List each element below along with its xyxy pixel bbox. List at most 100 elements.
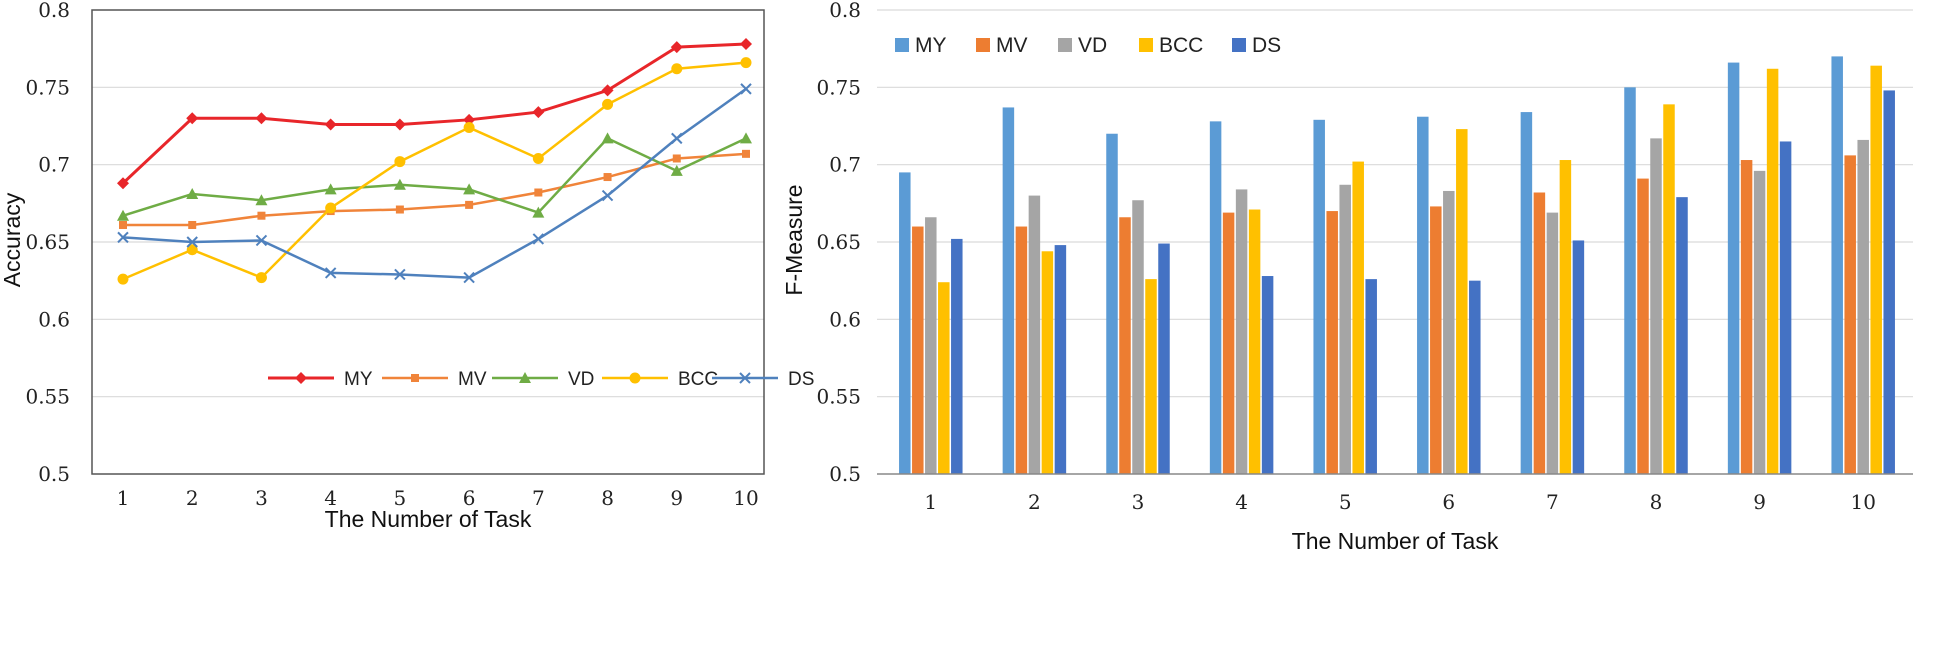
left-x-tick-label: 3 — [255, 486, 268, 510]
left-point-ds-stroke — [394, 268, 406, 281]
right-bar-vd — [1339, 184, 1351, 475]
right-y-tick-label: 0.55 — [816, 385, 861, 409]
right-legend-label-bcc: BCC — [1159, 34, 1203, 57]
left-series — [117, 38, 752, 285]
left-y-axis-title: Accuracy — [0, 192, 25, 287]
right-bar-vd — [1443, 190, 1455, 474]
left-legend-marker-ds — [739, 372, 751, 384]
right-bar-my — [1209, 121, 1222, 475]
left-x-tick-label: 5 — [394, 486, 407, 510]
left-point-mv — [534, 188, 543, 197]
left-point-bcc — [394, 156, 406, 168]
right-bar-vd — [1132, 200, 1144, 475]
f-measure-bar-chart: 0.50.550.60.650.70.750.8 1 2 3 4 5 6 7 8 9 10 MY M… — [781, 0, 1913, 554]
right-x-tick-label: 8 — [1650, 490, 1663, 514]
right-y-tick-label: 0.65 — [816, 230, 861, 254]
right-x-ticks: 1 2 3 4 5 6 7 8 9 10 — [924, 490, 1875, 514]
left-point-bcc — [671, 63, 683, 75]
left-legend-label-ds: DS — [788, 369, 814, 390]
right-legend-swatch-vd — [1058, 38, 1072, 52]
right-x-tick-label: 5 — [1339, 490, 1352, 514]
right-bar-mv — [1430, 206, 1442, 474]
left-point-ds-stroke — [601, 189, 614, 202]
left-point-vd — [393, 178, 406, 190]
right-bar-bcc — [1041, 251, 1054, 474]
left-point-ds — [324, 267, 337, 279]
right-bar-my — [1624, 87, 1636, 474]
right-y-axis-title: F-Measure — [781, 184, 807, 295]
left-point-ds — [117, 231, 129, 244]
right-x-tick-label: 7 — [1546, 490, 1559, 514]
left-point-vd — [601, 132, 614, 144]
right-bar-mv — [912, 226, 924, 474]
left-point-bcc — [255, 272, 267, 284]
left-point-my — [463, 113, 476, 126]
left-line-ds — [122, 87, 747, 279]
left-x-tick-label: 6 — [463, 486, 476, 510]
left-legend-marker-my — [295, 372, 307, 384]
left-point-vd — [324, 183, 337, 195]
right-bar-vd — [1028, 195, 1041, 474]
left-point-bcc — [117, 273, 129, 285]
right-bar-ds — [1261, 276, 1274, 474]
left-point-ds — [186, 236, 198, 248]
left-x-axis-title: The Number of Task — [325, 506, 532, 532]
left-legend: MY MV VD BCC DS — [268, 369, 814, 390]
right-bar-mv — [1222, 212, 1235, 474]
left-point-mv — [672, 154, 681, 163]
left-point-my — [601, 84, 614, 97]
left-x-tick-label: 10 — [733, 486, 758, 510]
left-line-my — [121, 42, 747, 185]
right-y-tick-label: 0.75 — [816, 75, 861, 99]
right-y-ticks: 0.5 0.55 0.6 0.65 0.7 0.75 0.8 — [816, 0, 861, 486]
right-bar-ds — [951, 238, 963, 474]
right-bar-mv — [1637, 178, 1649, 474]
right-x-tick-label: 9 — [1753, 490, 1766, 514]
left-point-my — [186, 112, 199, 125]
left-point-my — [324, 118, 337, 131]
left-y-tick-label: 0.55 — [25, 385, 70, 409]
left-point-my — [393, 118, 406, 131]
left-point-mv — [603, 173, 612, 182]
right-y-tick-label: 0.8 — [829, 0, 861, 22]
left-legend-marker-ds-stroke — [739, 372, 751, 384]
left-y-tick-label: 0.65 — [25, 230, 70, 254]
left-point-bcc — [740, 57, 752, 69]
left-y-tick-label: 0.5 — [38, 462, 70, 486]
left-point-ds-stroke — [255, 234, 268, 247]
left-point-bcc — [186, 244, 198, 256]
right-bar-my — [899, 172, 911, 474]
right-x-tick-label: 4 — [1235, 490, 1248, 514]
right-bar-vd — [1235, 189, 1248, 474]
right-legend-label-my: MY — [915, 34, 947, 57]
left-legend-label-vd: VD — [568, 369, 594, 390]
right-legend: MY MV VD BCC DS — [895, 34, 1281, 57]
left-point-my — [670, 41, 683, 54]
left-x-tick-label: 9 — [670, 486, 683, 510]
right-bar-vd — [1753, 170, 1766, 474]
left-point-ds — [601, 189, 614, 202]
right-legend-swatch-ds — [1232, 38, 1246, 52]
right-legend-swatch-bcc — [1139, 38, 1153, 52]
accuracy-line-chart: 0.50.550.60.650.70.750.8 1 2 3 4 5 6 7 8 9 10 MY M… — [0, 0, 814, 532]
left-point-mv — [119, 220, 127, 229]
left-x-tick-label: 1 — [117, 486, 130, 510]
right-y-tick-label: 0.5 — [829, 462, 861, 486]
left-point-ds-stroke — [671, 132, 683, 145]
left-x-tick-label: 4 — [324, 486, 337, 510]
right-bar-my — [1106, 133, 1118, 474]
right-bar-vd — [1857, 139, 1869, 475]
right-legend-label-ds: DS — [1252, 34, 1281, 57]
left-point-vd — [532, 206, 545, 218]
right-bar-mv — [1844, 155, 1856, 475]
left-legend-marker-mv — [411, 374, 419, 382]
right-bar-my — [1313, 119, 1325, 475]
right-bar-bcc — [938, 282, 950, 474]
right-bar-ds — [1469, 280, 1481, 474]
right-bar-vd — [925, 217, 937, 474]
right-bar-bcc — [1559, 160, 1572, 474]
right-bar-bcc — [1870, 65, 1882, 475]
left-point-bcc — [463, 122, 475, 134]
right-bar-vd — [1650, 138, 1662, 474]
right-bar-ds — [1779, 141, 1792, 474]
